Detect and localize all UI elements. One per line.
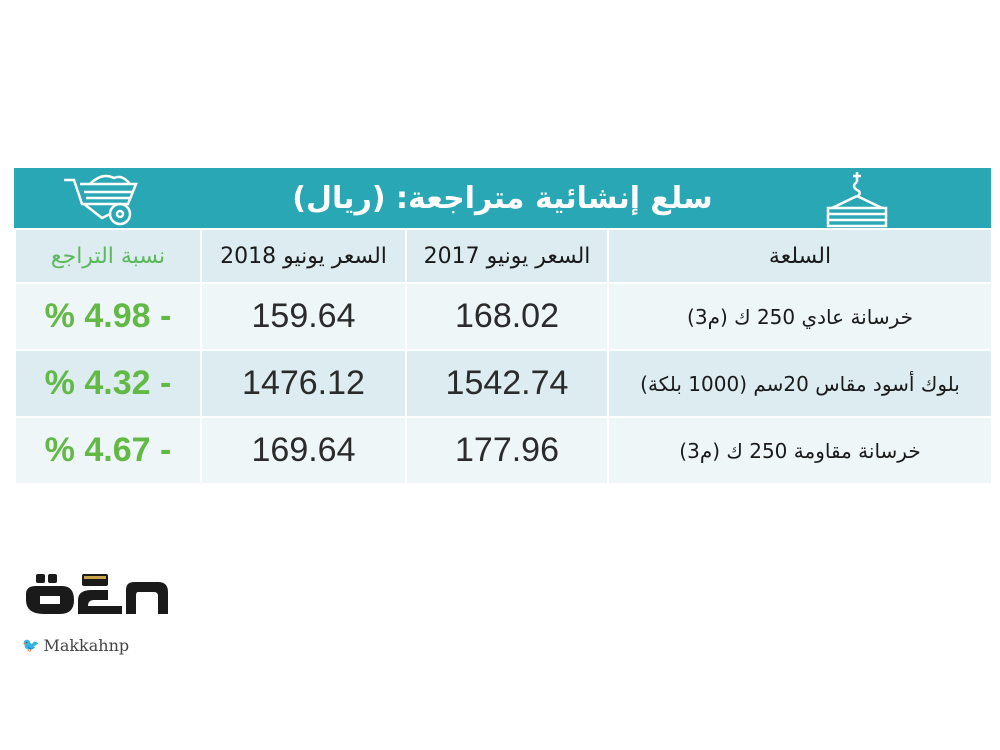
percent-cell: - 4.32 % <box>14 349 202 418</box>
table-row: - 4.67 % 169.64 177.96 خرسانة مقاومة 250… <box>14 416 993 485</box>
makkah-logo: 🐦 Makkahnp <box>22 570 182 655</box>
page-title: سلع إنشائية متراجعة: (ريال) <box>292 180 713 216</box>
table-row: - 4.32 % 1476.12 1542.74 بلوك أسود مقاس … <box>14 349 993 418</box>
price-2018-cell: 169.64 <box>200 416 407 485</box>
table-row: - 4.98 % 159.64 168.02 خرسانة عادي 250 ك… <box>14 282 993 351</box>
percent-cell: - 4.67 % <box>14 416 202 485</box>
price-2017-cell: 168.02 <box>405 282 609 351</box>
title-bar: سلع إنشائية متراجعة: (ريال) <box>14 168 991 228</box>
price-2017-cell: 1542.74 <box>405 349 609 418</box>
commodity-cell: بلوك أسود مقاس 20سم (1000 بلكة) <box>607 349 993 418</box>
makkah-logo-mark <box>26 574 168 614</box>
infographic: سلع إنشائية متراجعة: (ريال) نسبة التراجع… <box>14 168 993 485</box>
commodity-cell: خرسانة مقاومة 250 ك (م3) <box>607 416 993 485</box>
social-handle: 🐦 Makkahnp <box>22 636 182 655</box>
wheelbarrow-icon <box>62 170 142 232</box>
handle-text: Makkahnp <box>43 636 130 655</box>
header-commodity: السلعة <box>607 228 993 284</box>
prices-table: نسبة التراجع السعر يونيو 2018 السعر يوني… <box>14 228 993 485</box>
table-header-row: نسبة التراجع السعر يونيو 2018 السعر يوني… <box>14 228 993 284</box>
price-2018-cell: 159.64 <box>200 282 407 351</box>
commodity-cell: خرسانة عادي 250 ك (م3) <box>607 282 993 351</box>
header-percent: نسبة التراجع <box>14 228 202 284</box>
price-2017-cell: 177.96 <box>405 416 609 485</box>
price-2018-cell: 1476.12 <box>200 349 407 418</box>
header-price-2018: السعر يونيو 2018 <box>200 228 407 284</box>
percent-cell: - 4.98 % <box>14 282 202 351</box>
crane-hook-icon <box>822 170 892 232</box>
header-price-2017: السعر يونيو 2017 <box>405 228 609 284</box>
twitter-bird-icon: 🐦 <box>22 637 40 654</box>
